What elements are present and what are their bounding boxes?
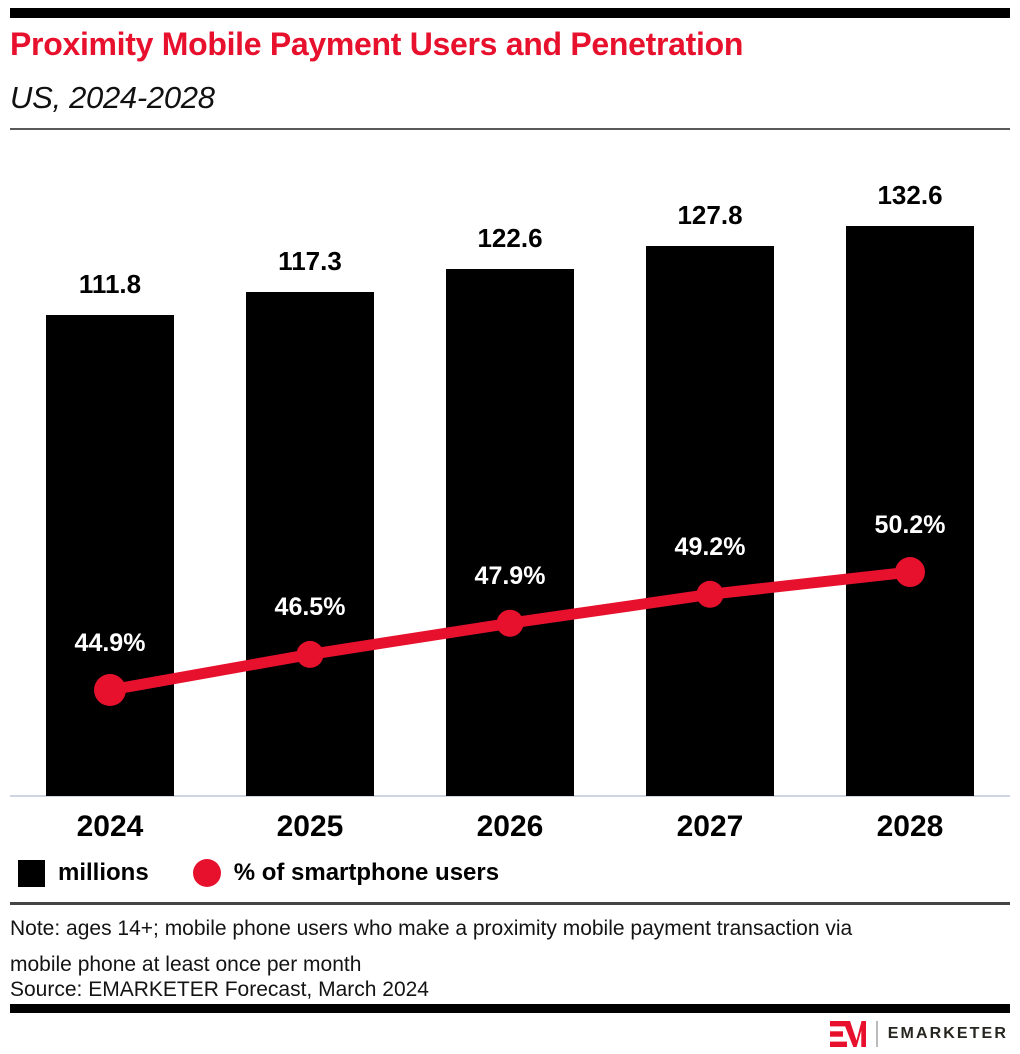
line-series-swatch — [192, 859, 221, 887]
top-border-bar — [10, 8, 1010, 18]
chart-source: Source: EMARKETER Forecast, March 2024 — [10, 978, 429, 1001]
bar-value-label-2025: 117.3 — [278, 245, 342, 276]
line-value-label-2025: 46.5% — [274, 593, 346, 622]
logo-wordmark: EMARKETER — [887, 1025, 1008, 1042]
footer-divider — [10, 902, 1010, 905]
x-axis-label-2027: 2027 — [676, 810, 744, 843]
logo-divider — [875, 1021, 878, 1047]
legend-item-penetration: % of smartphone users — [192, 859, 500, 887]
chart-note: Note: ages 14+; mobile phone users who m… — [10, 911, 1000, 983]
page-subtitle: US, 2024-2028 — [10, 80, 215, 115]
x-axis-label-2025: 2025 — [276, 810, 344, 843]
bar-2026 — [446, 268, 574, 796]
x-axis-label-2026: 2026 — [476, 810, 544, 843]
bar-value-label-2028: 132.6 — [877, 179, 943, 210]
bar-value-label-2027: 127.8 — [677, 200, 743, 231]
chart-legend: millions % of smartphone users — [18, 857, 499, 889]
bar-2025 — [246, 291, 374, 796]
line-value-label-2024: 44.9% — [74, 629, 146, 658]
legend-label-penetration: % of smartphone users — [233, 859, 500, 886]
bar-2024 — [46, 315, 174, 796]
line-value-label-2026: 47.9% — [474, 562, 546, 591]
x-axis-label-2024: 2024 — [76, 810, 144, 843]
header-divider — [10, 128, 1010, 130]
bar-value-label-2026: 122.6 — [477, 222, 543, 253]
bar-series-swatch — [18, 859, 45, 887]
legend-item-millions: millions — [18, 859, 149, 887]
bottom-border-bar — [10, 1004, 1010, 1013]
legend-label-millions: millions — [58, 859, 149, 886]
note-line-2: mobile phone at least once per month — [10, 953, 362, 976]
bar-2027 — [646, 246, 774, 796]
note-line-1: Note: ages 14+; mobile phone users who m… — [10, 917, 853, 940]
emarketer-logo: EMARKETER — [829, 1020, 1008, 1048]
emarketer-logo-icon — [829, 1021, 866, 1047]
x-axis-baseline — [10, 795, 1010, 797]
bar-2028 — [846, 225, 974, 796]
line-value-label-2027: 49.2% — [674, 533, 746, 562]
page-title: Proximity Mobile Payment Users and Penet… — [10, 26, 744, 62]
x-axis-label-2028: 2028 — [876, 810, 944, 843]
bar-value-label-2024: 111.8 — [78, 269, 142, 300]
line-value-label-2028: 50.2% — [874, 511, 946, 540]
